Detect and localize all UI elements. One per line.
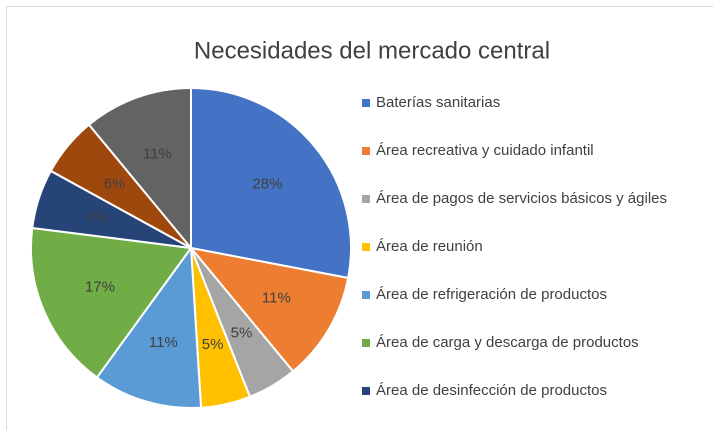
data-label: 28% [252,176,282,193]
data-label: 6% [104,176,126,193]
legend-label: Área de desinfección de productos [376,382,607,399]
legend-swatch [362,99,370,107]
legend-label: Baterías sanitarias [376,94,500,111]
legend-swatch [362,339,370,347]
legend-swatch [362,387,370,395]
legend-label: Área de refrigeración de productos [376,286,607,303]
pie-slice [87,86,192,251]
legend-label: Área de reunión [376,238,483,255]
pie-slice [30,226,193,379]
chart-title: Necesidades del mercado central [194,37,550,64]
legend-label: Área recreativa y cuidado infantil [376,142,594,159]
legend-swatch [362,291,370,299]
data-label: 11% [149,334,178,351]
data-label: 5% [231,324,253,341]
data-label: 6% [86,208,108,225]
legend-swatch [362,243,370,251]
legend-swatch [362,195,370,203]
data-label: 17% [85,278,115,295]
data-label: 5% [202,336,224,353]
legend-label: Área de pagos de servicios básicos y ági… [376,190,667,207]
pie-slice [188,246,350,373]
pie-slice [190,86,352,280]
legend-swatch [362,147,370,155]
data-label: 11% [143,146,172,163]
legend-label: Área de carga y descarga de productos [376,334,639,351]
pie-slice [95,245,203,409]
data-label: 11% [262,289,291,306]
